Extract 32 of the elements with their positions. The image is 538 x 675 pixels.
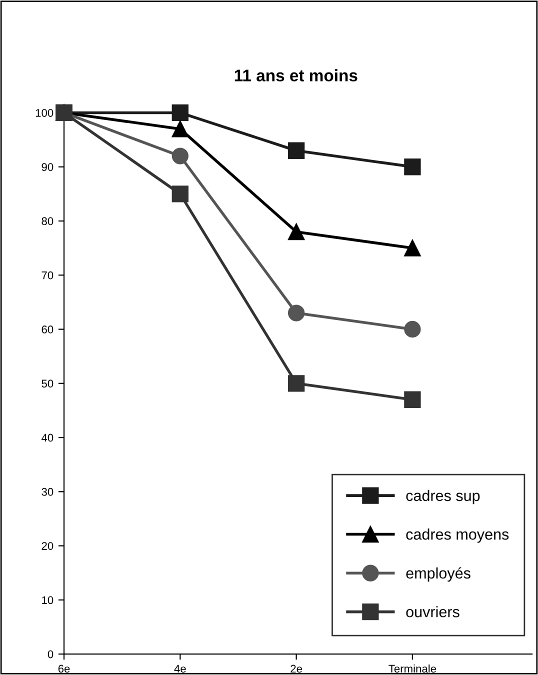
y-tick-label: 40 — [42, 434, 54, 442]
y-tick-label: 20 — [42, 542, 54, 550]
y-tick-label: 50 — [42, 380, 54, 388]
x-tick-label: Terminale — [388, 664, 436, 673]
point — [288, 375, 305, 392]
legend-label: cadres moyens — [406, 528, 509, 543]
y-tick-label: 10 — [42, 596, 54, 604]
point — [404, 320, 421, 338]
y-tick-label: 80 — [42, 217, 54, 226]
legend-label: employés — [406, 567, 470, 582]
y-tick-label: 30 — [42, 488, 54, 496]
y-tick-label: 0 — [48, 650, 54, 658]
point — [404, 391, 421, 408]
y-tick-label: 60 — [42, 326, 54, 334]
point — [172, 148, 188, 164]
y-tick-label: 70 — [42, 271, 54, 280]
point — [172, 104, 188, 122]
point — [288, 223, 305, 240]
point — [172, 186, 188, 202]
chart-title: 11 ans et moins — [234, 69, 358, 82]
x-tick-label: 6e — [58, 664, 70, 673]
x-tick-label: 2e — [290, 664, 302, 673]
x-tick-label: 4e — [174, 664, 186, 673]
point — [172, 120, 188, 138]
point — [404, 240, 421, 256]
legend-label: cadres sup — [406, 490, 480, 504]
legend-label: ouvriers — [406, 606, 460, 618]
point — [404, 158, 421, 176]
point — [288, 304, 305, 322]
point — [288, 142, 305, 159]
y-tick-label: 100 — [36, 108, 54, 117]
y-tick-label: 90 — [42, 163, 54, 171]
